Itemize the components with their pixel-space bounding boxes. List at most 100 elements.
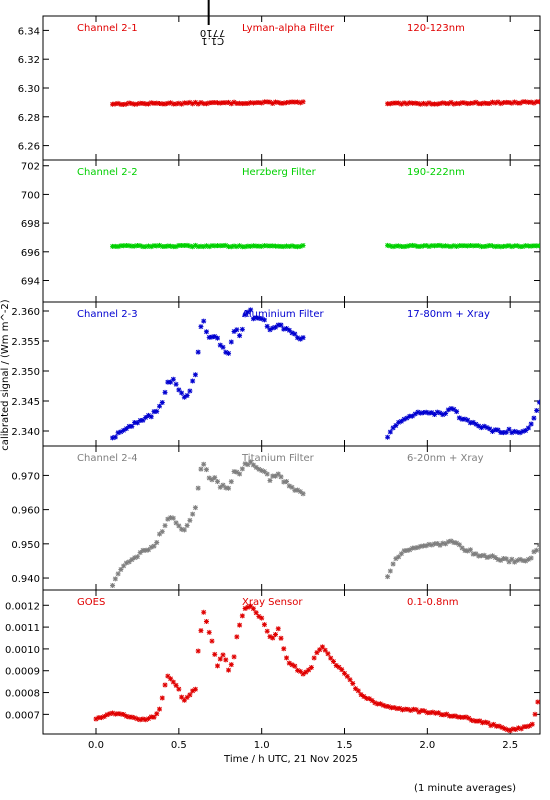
data-point [537,543,542,548]
data-series-group [110,459,542,588]
y-tick-label: 2.345 [11,397,40,408]
data-point [229,339,234,344]
data-point [207,630,212,635]
channel-label: Channel 2-1 [77,23,138,34]
data-point [193,687,198,692]
data-point [193,505,198,510]
data-point [215,479,220,484]
y-tick-label: 0.0009 [5,667,40,678]
data-point [135,554,140,559]
data-point [237,471,242,476]
data-point [323,648,328,653]
range-label: 190-222nm [407,167,465,178]
data-point [331,659,336,664]
data-point [163,682,168,687]
y-tick-label: 696 [21,248,40,259]
data-point [526,426,531,431]
data-point [193,372,198,377]
data-point [254,610,259,615]
data-point [388,569,393,574]
data-point [281,646,286,651]
range-label: 120-123nm [407,23,465,34]
data-point [279,636,284,641]
data-point [229,662,234,667]
data-point [534,548,539,553]
data-point [185,393,190,398]
range-label: 6-20nm + Xray [407,453,484,464]
channel-label: GOES [77,597,105,608]
y-tick-label: 0.950 [11,540,40,551]
data-point [534,408,539,413]
data-series-group [110,307,542,440]
data-point [129,424,134,429]
data-point [240,613,245,618]
x-axis-label: Time / h UTC, 21 Nov 2025 [223,754,358,765]
data-point [154,409,159,414]
data-point [468,547,473,552]
data-point [201,462,206,467]
data-point [223,657,228,662]
data-point [185,523,190,528]
data-point [160,400,165,405]
data-point [537,99,542,104]
flare-marker-label: C1.1 [201,35,224,46]
data-point [240,466,245,471]
data-point [171,377,176,382]
y-tick-label: 0.960 [11,506,40,517]
data-point [284,655,289,660]
data-point [154,540,159,545]
data-point [309,665,314,670]
x-tick-label: 1.5 [337,740,353,751]
panel-frame [43,16,540,160]
data-point [292,331,297,336]
data-series-group [110,243,542,249]
data-point [226,668,231,673]
data-point [388,430,393,435]
data-point [240,327,245,332]
data-point [174,382,179,387]
data-point [259,616,264,621]
data-series-group [110,99,542,107]
data-point [179,390,184,395]
data-point [226,486,231,491]
data-point [251,606,256,611]
y-tick-label: 702 [21,162,40,173]
data-point [276,626,281,631]
data-point [176,687,181,692]
data-point [149,414,154,419]
data-point [190,378,195,383]
data-point [198,324,203,329]
footer-note: (1 minute averages) [414,783,516,794]
data-point [232,654,237,659]
data-point [292,664,297,669]
channel-label: Channel 2-4 [77,453,138,464]
y-tick-label: 0.0007 [5,710,40,721]
data-point [209,639,214,644]
data-point [301,243,306,248]
range-label: 0.1-0.8nm [407,597,459,608]
data-point [154,711,159,716]
data-point [234,634,239,639]
y-tick-label: 6.26 [18,142,40,153]
data-point [262,622,267,627]
data-point [160,529,165,534]
y-tick-label: 6.32 [18,55,40,66]
x-tick-label: 0.5 [171,740,187,751]
data-point [248,307,253,312]
y-tick-label: 698 [21,219,40,230]
data-point [454,409,459,414]
data-point [163,390,168,395]
data-point [234,327,239,332]
x-tick-label: 2.5 [502,740,518,751]
data-point [391,562,396,567]
y-tick-label: 0.0010 [5,645,40,656]
y-tick-label: 2.360 [11,307,40,318]
data-point [265,472,270,477]
x-tick-label: 0.0 [88,740,104,751]
data-point [187,388,192,393]
y-axis-label: calibrated signal / (Wm m^-2) [0,299,11,450]
data-point [226,351,231,356]
data-point [212,475,217,480]
data-point [204,467,209,472]
data-point [215,663,220,668]
